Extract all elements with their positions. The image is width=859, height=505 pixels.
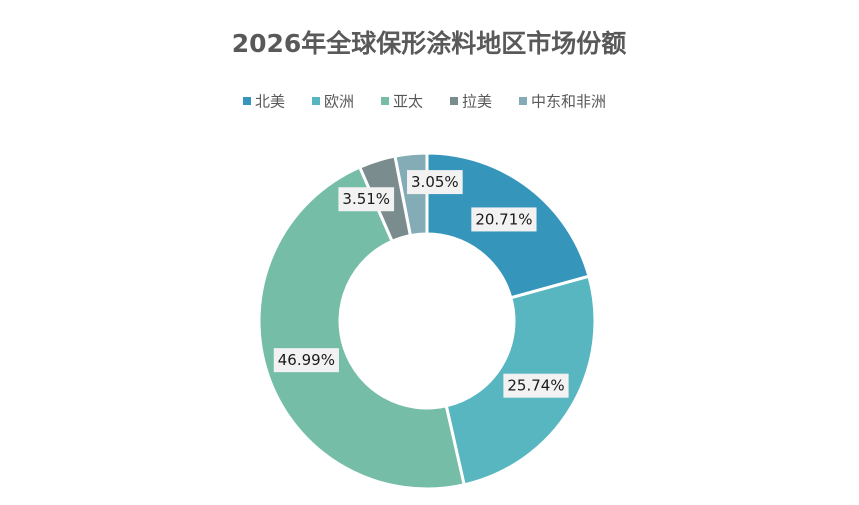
legend-swatch bbox=[243, 97, 251, 105]
data-label-bg bbox=[471, 207, 537, 232]
data-label-bg bbox=[273, 348, 339, 373]
legend-label: 欧洲 bbox=[324, 93, 354, 111]
data-label-bg bbox=[407, 170, 463, 195]
legend-label: 北美 bbox=[255, 93, 285, 111]
data-label: 46.99% bbox=[278, 351, 335, 369]
legend-label: 拉美 bbox=[462, 93, 492, 111]
data-label-bg bbox=[503, 373, 569, 398]
legend-swatch bbox=[381, 97, 389, 105]
data-label: 25.74% bbox=[507, 377, 564, 395]
chart-title: 2026年全球保形涂料地区市场份额 bbox=[232, 29, 627, 58]
legend-swatch bbox=[519, 97, 527, 105]
data-label: 3.51% bbox=[342, 190, 390, 208]
data-label: 20.71% bbox=[475, 210, 532, 228]
legend-swatch bbox=[312, 97, 320, 105]
legend-label: 中东和非洲 bbox=[531, 93, 606, 111]
legend-swatch bbox=[450, 97, 458, 105]
legend-label: 亚太 bbox=[393, 93, 423, 111]
donut-slice bbox=[257, 165, 466, 491]
data-label-bg bbox=[338, 187, 395, 212]
data-label: 3.05% bbox=[411, 173, 459, 191]
